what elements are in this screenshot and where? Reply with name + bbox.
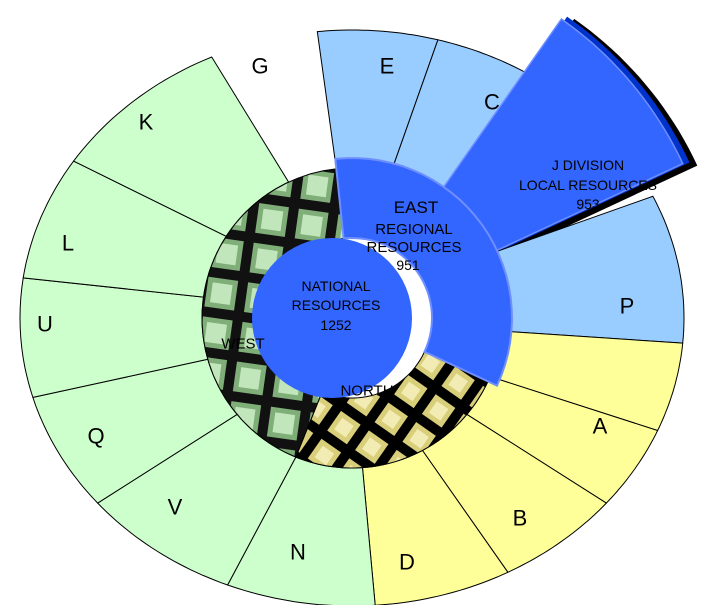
division-label-d: D <box>399 550 415 575</box>
highlight-path <box>252 17 684 398</box>
division-label-b: B <box>513 506 528 531</box>
division-j-info-line-1: J DIVISION <box>552 157 624 173</box>
division-label-a: A <box>593 414 608 439</box>
division-label-n: N <box>290 540 306 565</box>
east-info-line-1: EAST <box>394 198 438 217</box>
division-label-q: Q <box>87 424 104 449</box>
center-national-slice[interactable] <box>252 238 412 398</box>
region-label-west: WEST <box>221 336 264 353</box>
east-info-line-3: RESOURCES <box>366 239 461 256</box>
region-label-north: NORTH <box>340 383 393 400</box>
division-label-c: C <box>484 90 500 115</box>
national-info-line-2: RESOURCES <box>292 297 381 313</box>
division-label-g: G <box>251 54 268 79</box>
national-info-line-3: 1252 <box>320 317 351 333</box>
division-j-info-line-2: LOCAL RESOURCES <box>519 177 657 193</box>
national-info-line-1: NATIONAL <box>302 278 371 294</box>
chart-labels: ECPABDNVQULKGWESTNORTHEASTREGIONALRESOUR… <box>37 54 657 575</box>
division-label-p: P <box>620 294 635 319</box>
division-label-u: U <box>37 312 53 337</box>
division-label-k: K <box>139 110 154 135</box>
division-label-l: L <box>62 231 74 256</box>
division-j-info-line-3: 953 <box>576 196 600 212</box>
east-info-line-2: REGIONAL <box>375 221 453 238</box>
region-east-slice[interactable] <box>334 157 514 387</box>
division-label-v: V <box>168 495 183 520</box>
division-label-e: E <box>380 54 395 79</box>
east-info-line-4: 951 <box>396 257 420 273</box>
